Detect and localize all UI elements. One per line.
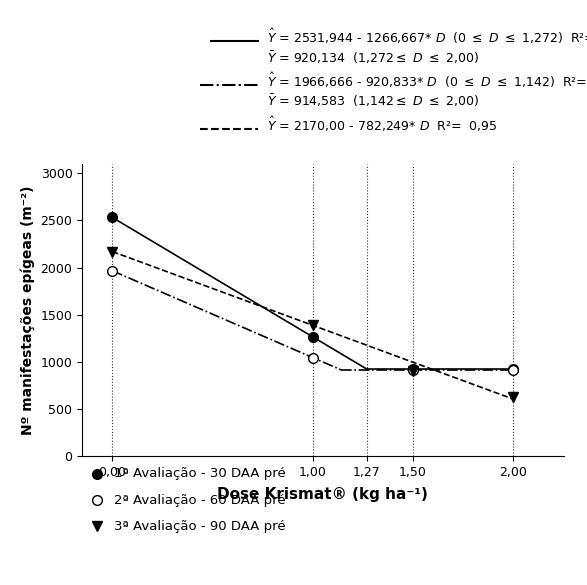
X-axis label: Dose Krismat® (kg ha⁻¹): Dose Krismat® (kg ha⁻¹) — [217, 487, 429, 503]
Text: 2ª Avaliação - 60 DAA pré: 2ª Avaliação - 60 DAA pré — [114, 494, 286, 507]
Text: $\bar{Y}$ = 914,583  (1,142$\leq$ $D$ $\leq$ 2,00): $\bar{Y}$ = 914,583 (1,142$\leq$ $D$ $\l… — [267, 93, 480, 109]
Text: 3ª Avaliação - 90 DAA pré: 3ª Avaliação - 90 DAA pré — [114, 520, 286, 533]
Text: 1ª Avaliação - 30 DAA pré: 1ª Avaliação - 30 DAA pré — [114, 467, 286, 480]
Y-axis label: Nº manifestações epígeas (m⁻²): Nº manifestações epígeas (m⁻²) — [21, 185, 35, 435]
Text: $\hat{Y}$ = 2531,944 - 1266,667* $D$  (0 $\leq$ $D$ $\leq$ 1,272)  R²=: $\hat{Y}$ = 2531,944 - 1266,667* $D$ (0 … — [267, 27, 587, 46]
Text: $\hat{Y}$ = 1966,666 - 920,833* $D$  (0 $\leq$ $D$ $\leq$ 1,142)  R²= 1: $\hat{Y}$ = 1966,666 - 920,833* $D$ (0 $… — [267, 71, 587, 90]
Text: $\bar{Y}$ = 920,134  (1,272$\leq$ $D$ $\leq$ 2,00): $\bar{Y}$ = 920,134 (1,272$\leq$ $D$ $\l… — [267, 49, 479, 66]
Text: $\hat{Y}$ = 2170,00 - 782,249* $D$  R²=  0,95: $\hat{Y}$ = 2170,00 - 782,249* $D$ R²= 0… — [267, 115, 498, 133]
